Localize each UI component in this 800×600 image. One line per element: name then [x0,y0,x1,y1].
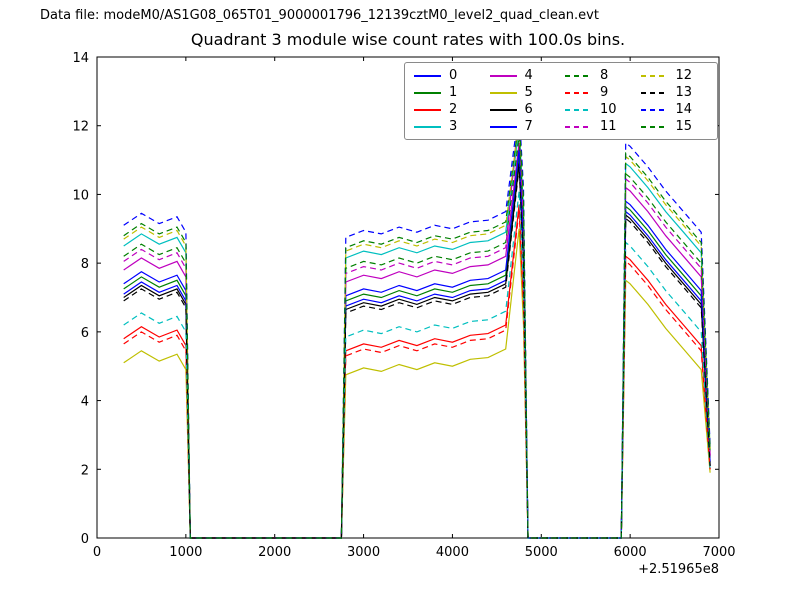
legend-entry-6: 6 [489,102,558,117]
legend-label: 11 [600,119,617,134]
x-tick-label: 1000 [169,545,202,560]
y-tick-label: 6 [81,326,89,341]
legend-label: 3 [449,119,458,134]
legend-entry-15: 15 [640,119,709,134]
x-tick-label: 0 [93,545,101,560]
y-tick-label: 2 [81,463,89,478]
x-axis-offset-label: +2.51965e8 [638,562,719,577]
legend-entry-12: 12 [640,68,709,83]
legend-line-sample [565,125,592,128]
legend-label: 13 [675,85,693,100]
series-line-13 [123,166,711,539]
y-tick-label: 10 [72,188,89,203]
legend: 0 1 2 3 4 5 6 7 8 9 10 11 12 13 14 15 [404,62,718,140]
legend-line-sample [489,91,517,94]
legend-entry-0: 0 [414,69,482,82]
legend-entry-1: 1 [414,86,482,99]
legend-label: 6 [524,102,533,117]
legend-line-sample [414,108,441,111]
legend-label: 5 [524,85,533,100]
legend-entry-8: 8 [565,69,633,82]
legend-entry-5: 5 [489,85,558,100]
y-tick-label: 14 [72,51,89,66]
legend-line-sample [414,91,441,94]
legend-label: 7 [524,119,533,134]
legend-entry-2: 2 [414,103,482,116]
legend-line-sample [640,74,668,77]
x-tick-label: 6000 [614,545,647,560]
x-tick-label: 4000 [436,545,469,560]
legend-entry-7: 7 [489,119,558,134]
legend-line-sample [489,108,517,111]
legend-line-sample [565,108,592,111]
legend-line-sample [489,74,517,77]
legend-entry-11: 11 [565,120,633,133]
legend-label: 4 [524,68,533,83]
x-tick-label: 2000 [258,545,291,560]
axes-frame [96,56,720,539]
chart-title: Quadrant 3 module wise count rates with … [190,30,626,49]
x-tick-label: 5000 [525,545,558,560]
legend-label: 0 [449,68,458,83]
x-tick-label: 7000 [702,545,735,560]
legend-entry-13: 13 [640,85,709,100]
y-tick-label: 12 [72,120,89,135]
legend-label: 15 [675,119,693,134]
legend-line-sample [640,125,668,128]
legend-line-sample [414,125,441,128]
legend-entry-3: 3 [414,120,482,133]
legend-line-sample [565,74,592,77]
y-tick-label: 8 [81,257,89,272]
legend-line-sample [414,74,441,77]
legend-line-sample [640,91,668,94]
legend-entry-4: 4 [489,68,558,83]
legend-label: 9 [600,85,609,100]
x-tick-label: 3000 [347,545,380,560]
legend-entry-9: 9 [565,86,633,99]
legend-label: 14 [675,102,693,117]
series-line-15 [123,118,711,539]
legend-line-sample [489,125,517,128]
data-file-label: Data file: modeM0/AS1G08_065T01_90000017… [40,8,599,23]
y-tick-label: 4 [81,395,89,410]
legend-label: 1 [449,85,458,100]
legend-entry-14: 14 [640,102,709,117]
legend-line-sample [565,91,592,94]
legend-line-sample [640,108,668,111]
y-tick-label: 0 [81,532,89,547]
legend-label: 10 [600,102,617,117]
legend-entry-10: 10 [565,103,633,116]
legend-label: 12 [675,68,693,83]
legend-label: 2 [449,102,458,117]
legend-label: 8 [600,68,609,83]
